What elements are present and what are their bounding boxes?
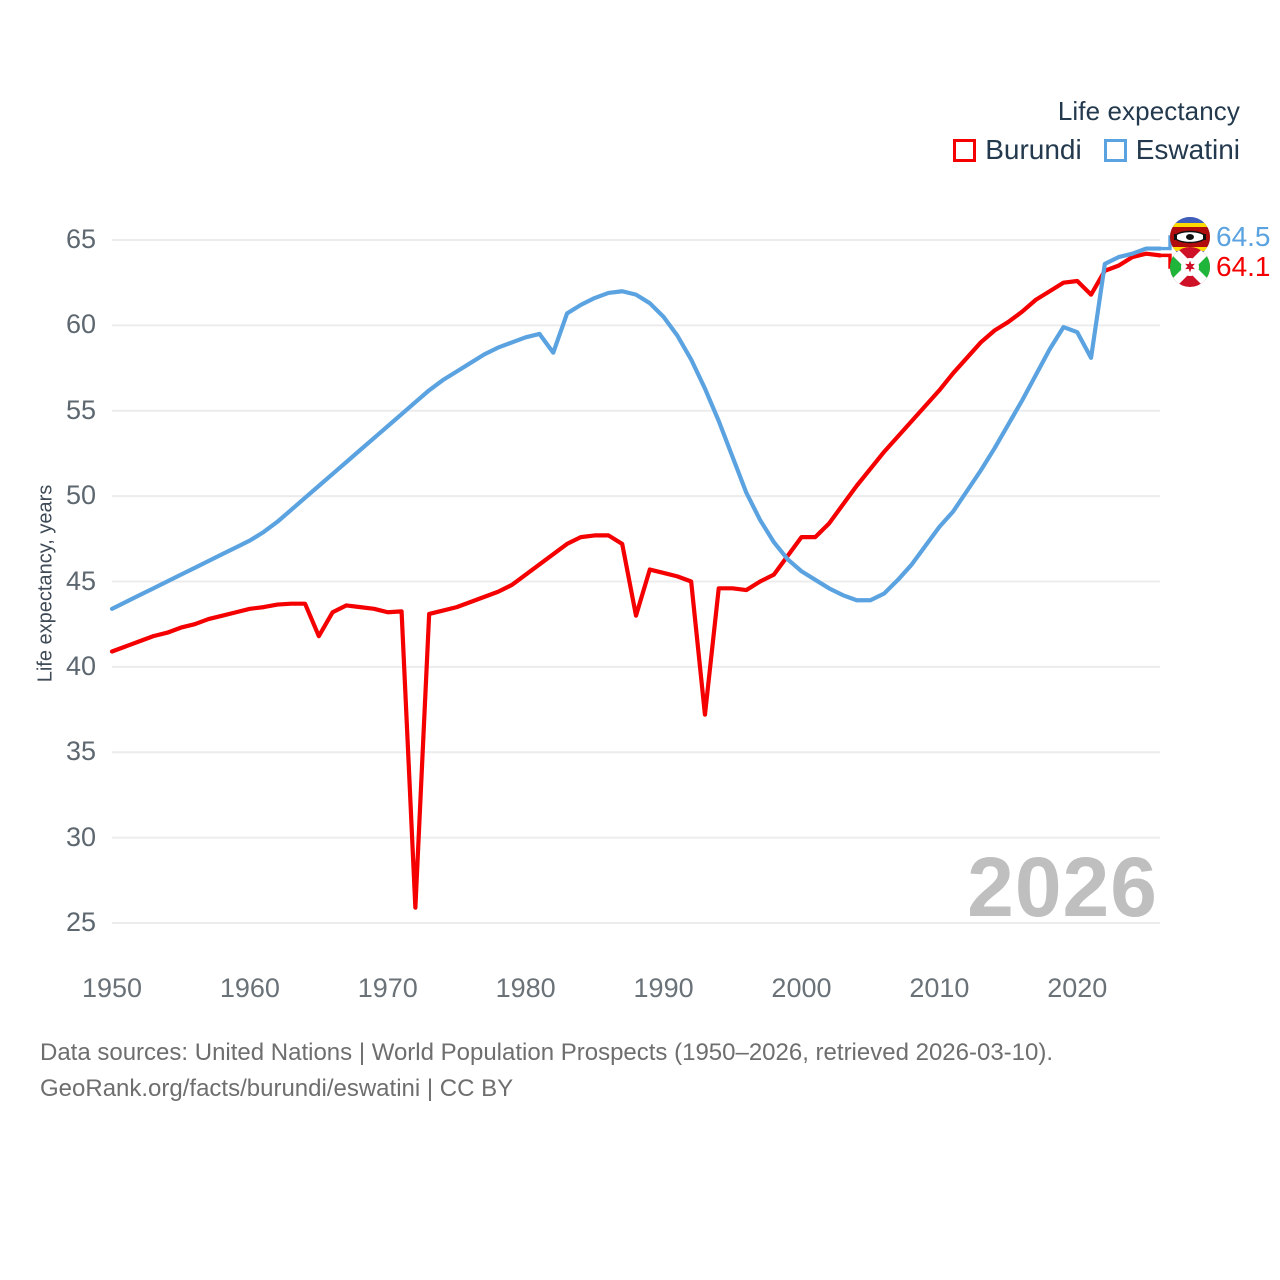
series-lines	[109, 235, 1188, 910]
end-value-burundi: 64.1	[1216, 251, 1271, 282]
legend-item-burundi[interactable]: Burundi	[953, 136, 1082, 164]
legend-swatch-eswatini	[1103, 138, 1127, 162]
y-tick-label: 45	[65, 565, 96, 596]
x-tick-label: 2000	[771, 973, 832, 1003]
legend-title: Life expectancy	[1057, 96, 1240, 126]
legend-label-burundi: Burundi	[985, 134, 1082, 165]
legend-items: Burundi Eswatini	[953, 136, 1240, 164]
y-tick-label: 60	[65, 309, 96, 340]
x-tick-label: 2010	[909, 973, 970, 1003]
x-tick-label: 1970	[357, 973, 418, 1003]
series-line-burundi	[109, 251, 1163, 910]
chart-legend: Life expectancy Burundi Eswatini	[953, 96, 1240, 164]
x-tick-label: 2020	[1047, 973, 1108, 1003]
y-tick-label: 50	[65, 480, 96, 511]
legend-label-eswatini: Eswatini	[1135, 134, 1240, 165]
series-line-eswatini	[109, 246, 1163, 611]
y-tick-label: 35	[65, 736, 96, 767]
end-marker-burundi: 64.1	[1170, 247, 1271, 287]
y-tick-label: 40	[65, 650, 96, 681]
x-tick-label: 1990	[633, 973, 694, 1003]
footer-line-2: GeoRank.org/facts/burundi/eswatini | CC …	[40, 1075, 514, 1103]
grid-lines	[112, 239, 1160, 924]
burundi-flag-icon	[1170, 247, 1210, 287]
end-value-eswatini: 64.5	[1216, 221, 1271, 252]
legend-item-eswatini[interactable]: Eswatini	[1103, 134, 1240, 165]
footer-line-1: Data sources: United Nations | World Pop…	[40, 1039, 1054, 1066]
year-watermark: 2026	[967, 840, 1158, 934]
y-tick-label: 55	[65, 394, 96, 425]
x-tick-label: 1950	[81, 973, 143, 1003]
y-tick-label: 25	[65, 907, 96, 937]
y-tick-label: 30	[65, 821, 96, 852]
x-tick-label: 1980	[495, 973, 556, 1003]
y-axis-title: Life expectancy, years	[34, 484, 57, 683]
y-tick-label: 65	[65, 224, 96, 254]
chart-footer: Data sources: United Nations | World Pop…	[40, 1035, 1240, 1108]
x-tick-label: 1960	[219, 973, 280, 1003]
legend-swatch-burundi	[953, 138, 977, 162]
